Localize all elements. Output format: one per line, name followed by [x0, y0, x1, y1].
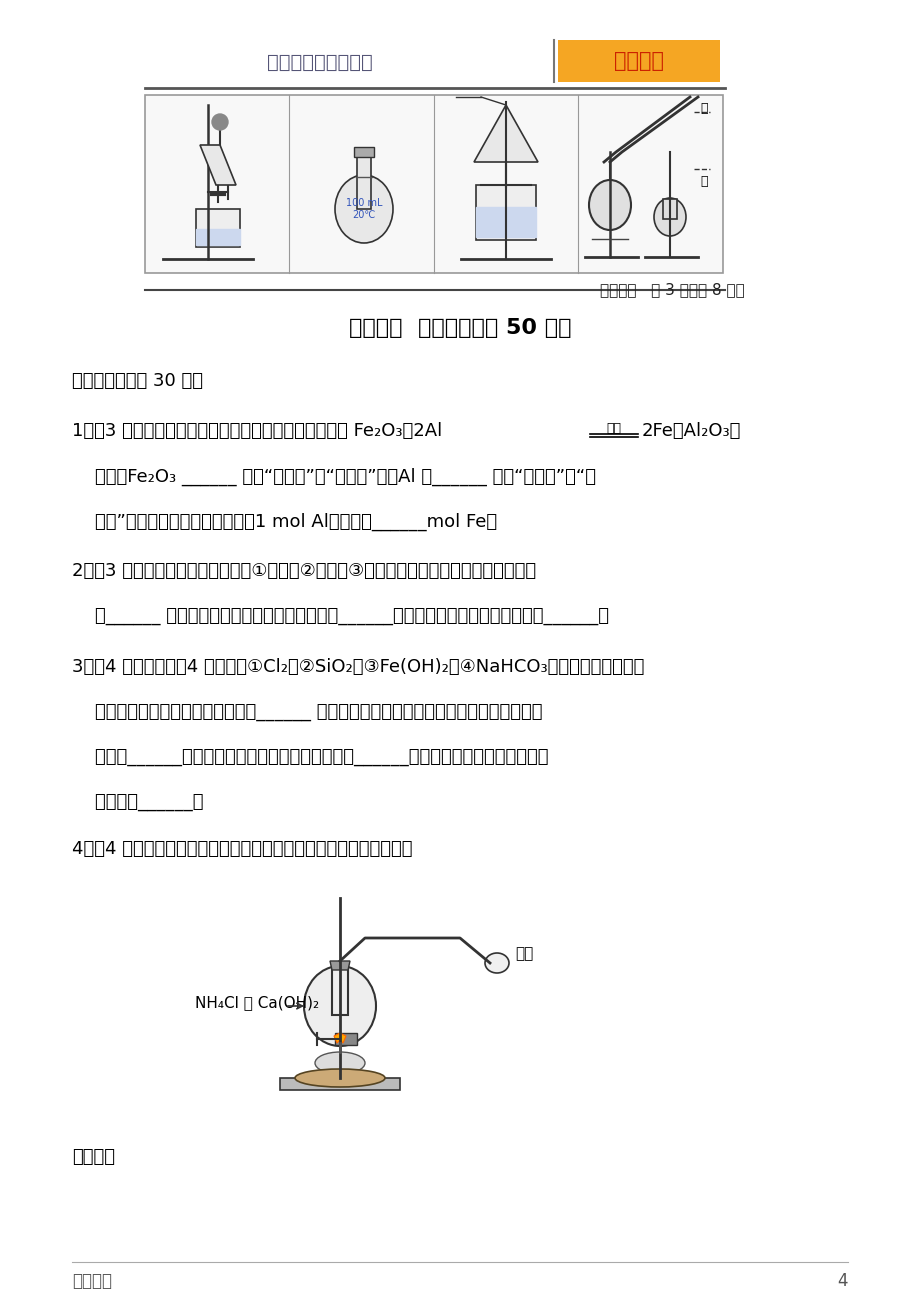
Polygon shape	[475, 207, 536, 237]
Text: NH₄Cl 和 Ca(OH)₂: NH₄Cl 和 Ca(OH)₂	[195, 996, 319, 1010]
Ellipse shape	[314, 1052, 365, 1074]
Text: 一、必答题（共 30 分）: 一、必答题（共 30 分）	[72, 372, 203, 391]
Text: 棉花: 棉花	[515, 947, 533, 961]
Bar	[196, 210, 240, 247]
Polygon shape	[334, 1032, 346, 1043]
Ellipse shape	[484, 953, 508, 973]
Text: 是______ （填序号，下同），有特殊香味的是______，可用于医疗输液补充能量的是______。: 是______ （填序号，下同），有特殊香味的是______，可用于医疗输液补充…	[72, 607, 608, 625]
Text: 4: 4	[836, 1272, 847, 1290]
Bar	[279, 1078, 400, 1090]
Text: 2Fe＋Al₂O₃。: 2Fe＋Al₂O₃。	[641, 422, 741, 440]
Text: 其中，Fe₂O₃ ______ （填“被氧化”或“被还原”），Al 作______ （填“氧化剂”或“还: 其中，Fe₂O₃ ______ （填“被氧化”或“被还原”），Al 作_____…	[72, 467, 596, 486]
Bar	[145, 95, 722, 273]
Text: 水: 水	[699, 174, 707, 187]
Text: 仅供参考: 仅供参考	[613, 51, 664, 72]
Polygon shape	[473, 105, 538, 161]
Bar	[357, 155, 370, 210]
Bar	[475, 185, 536, 240]
Text: 请回答：: 请回答：	[72, 1148, 115, 1167]
Text: 原剂”）。在该反应中，若消耗了1 mol Al，则生成______mol Fe。: 原剂”）。在该反应中，若消耗了1 mol Al，则生成______mol Fe。	[72, 513, 496, 531]
Circle shape	[211, 115, 228, 130]
Ellipse shape	[303, 966, 376, 1046]
Bar	[558, 40, 720, 82]
Text: 1．（3 分）应用铝热反应焊接铁轨时发生的主要反应为 Fe₂O₃＋2Al: 1．（3 分）应用铝热反应焊接铁轨时发生的主要反应为 Fe₂O₃＋2Al	[72, 422, 442, 440]
Text: 水: 水	[699, 102, 707, 115]
Text: 100 mL
20℃: 100 mL 20℃	[346, 198, 381, 220]
Bar	[332, 963, 347, 1016]
Polygon shape	[199, 145, 236, 185]
Text: 页眉页脚可一键删除: 页眉页脚可一键删除	[267, 52, 372, 72]
Text: 玻璃的是______。: 玻璃的是______。	[72, 793, 203, 811]
Text: 4．（4 分）某小组同学用下图所示装置制取氨气并验证氨气的性质。: 4．（4 分）某小组同学用下图所示装置制取氨气并验证氨气的性质。	[72, 840, 412, 858]
Bar	[354, 147, 374, 158]
Text: 产生使澄清石灰水变浑浊气体的是______ （填序号，下同）；露置在空气中最终变成红褐: 产生使澄清石灰水变浑浊气体的是______ （填序号，下同）；露置在空气中最终变…	[72, 703, 542, 721]
Ellipse shape	[335, 174, 392, 243]
Text: 高温: 高温	[606, 422, 621, 435]
Bar	[663, 199, 676, 219]
Text: 3．（4 分）现有下共4 种物质：①Cl₂、②SiO₂、③Fe(OH)₂、④NaHCO₃。其中，受热分解能: 3．（4 分）现有下共4 种物质：①Cl₂、②SiO₂、③Fe(OH)₂、④Na…	[72, 658, 643, 676]
Text: 化学试卷   第 3 页（共 8 页）: 化学试卷 第 3 页（共 8 页）	[599, 283, 744, 297]
Text: 色的是______；能与冷的消石灰反应制漂白粉的是______；与氢氧化镃溶液反应生成水: 色的是______；能与冷的消石灰反应制漂白粉的是______；与氢氧化镃溶液反…	[72, 749, 548, 766]
Text: 2．（3 分）生活中的三种有机物：①乙醇、②乙酸、③葡萄糖。其中，属于食醒主要成分的: 2．（3 分）生活中的三种有机物：①乙醇、②乙酸、③葡萄糖。其中，属于食醒主要成…	[72, 562, 536, 579]
Polygon shape	[330, 961, 349, 970]
Ellipse shape	[653, 198, 686, 236]
Polygon shape	[196, 229, 240, 245]
Text: 第二部分  非选择题（共 50 分）: 第二部分 非选择题（共 50 分）	[348, 318, 571, 339]
Bar	[335, 1032, 357, 1046]
Ellipse shape	[588, 180, 630, 230]
Ellipse shape	[295, 1069, 384, 1087]
Text: 普通教学: 普通教学	[72, 1272, 112, 1290]
